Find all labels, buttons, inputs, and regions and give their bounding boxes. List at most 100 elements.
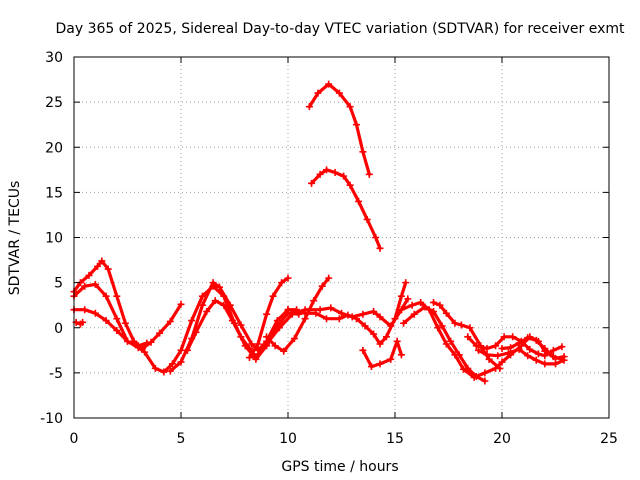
data-point-marker: [376, 360, 384, 368]
data-point-marker: [338, 309, 345, 317]
data-point-marker: [147, 338, 155, 346]
data-point-marker: [397, 292, 405, 300]
data-point-marker: [325, 80, 333, 88]
data-point-marker: [252, 353, 260, 361]
data-point-marker: [361, 322, 369, 330]
series-line: [309, 168, 382, 250]
data-point-marker: [102, 317, 110, 325]
data-point-marker: [209, 279, 217, 287]
data-point-marker: [515, 345, 523, 353]
data-point-marker: [500, 333, 508, 341]
data-point-marker: [237, 333, 245, 341]
data-point-marker: [228, 317, 236, 325]
data-point-marker: [308, 179, 316, 187]
data-point-marker: [166, 317, 174, 325]
data-point-marker: [290, 335, 298, 343]
data-point-marker: [442, 309, 450, 317]
data-point-marker: [177, 300, 185, 308]
data-point-marker: [496, 364, 504, 372]
chart-title: Day 365 of 2025, Sidereal Day-to-day VTE…: [56, 21, 626, 37]
series-sat-l: [397, 298, 568, 381]
data-point-marker: [359, 346, 367, 354]
data-point-marker: [284, 306, 292, 314]
data-point-marker: [442, 340, 450, 348]
data-point-marker: [91, 280, 99, 288]
series-line: [476, 347, 566, 366]
data-point-marker: [430, 308, 438, 316]
data-point-marker: [278, 279, 286, 287]
y-tick-label: 30: [45, 50, 63, 66]
data-point-marker: [541, 345, 549, 353]
data-point-marker: [211, 297, 219, 305]
data-point-marker: [104, 265, 112, 273]
data-point-marker: [382, 333, 390, 341]
data-point-marker: [532, 356, 540, 364]
x-tick-label: 20: [493, 431, 511, 447]
data-point-marker: [81, 306, 89, 314]
series-line: [402, 305, 487, 383]
data-point-marker: [166, 367, 174, 375]
data-point-marker: [434, 324, 442, 332]
data-point-marker: [363, 215, 371, 223]
data-point-marker: [269, 292, 277, 300]
data-point-marker: [400, 319, 408, 327]
data-point-marker: [331, 169, 339, 177]
data-point-marker: [141, 348, 149, 356]
data-point-marker: [352, 315, 360, 323]
data-point-marker: [113, 315, 121, 323]
data-point-marker: [459, 365, 467, 373]
data-point-marker: [263, 310, 271, 318]
data-point-marker: [355, 197, 363, 205]
series-line: [72, 259, 183, 351]
data-point-marker: [323, 315, 331, 323]
data-point-marker: [245, 354, 253, 362]
data-point-marker: [367, 363, 375, 371]
y-tick-label: 5: [54, 276, 63, 292]
data-point-marker: [79, 318, 87, 326]
data-point-marker: [541, 360, 549, 368]
y-axis-label: SDTVAR / TECUs: [7, 181, 23, 296]
data-point-marker: [397, 351, 405, 359]
data-point-marker: [549, 353, 557, 361]
data-point-marker: [393, 337, 401, 345]
data-point-marker: [134, 342, 142, 350]
y-tick-label: 25: [45, 95, 63, 111]
data-point-marker: [188, 317, 196, 325]
data-point-marker: [273, 317, 281, 325]
data-point-marker: [335, 315, 343, 323]
data-point-marker: [481, 377, 489, 385]
data-point-marker: [352, 121, 360, 129]
data-point-marker: [151, 364, 159, 372]
series-sat-j: [308, 166, 384, 252]
data-point-marker: [344, 311, 352, 319]
axis-ticks: 0 5 10 15 20 25 -10 -5 0 5 10 15 20 25 30: [40, 50, 618, 447]
data-point-marker: [81, 282, 89, 290]
data-point-marker: [466, 324, 474, 332]
data-point-marker: [391, 315, 399, 323]
x-tick-label: 15: [386, 431, 404, 447]
data-point-marker: [198, 301, 206, 309]
data-point-marker: [325, 274, 333, 282]
data-point-marker: [310, 297, 318, 305]
data-point-marker: [438, 322, 446, 330]
series-sat-e: [183, 295, 412, 361]
data-point-marker: [410, 310, 418, 318]
series-line: [361, 339, 403, 369]
data-point-marker: [464, 333, 472, 341]
data-point-marker: [417, 298, 425, 306]
data-point-marker: [485, 355, 493, 363]
data-point-marker: [91, 309, 99, 317]
data-point-marker: [226, 301, 234, 309]
data-point-marker: [113, 292, 121, 300]
data-point-marker: [549, 346, 557, 354]
data-point-marker: [316, 306, 324, 314]
data-point-marker: [552, 360, 559, 368]
series-sat-f: [245, 274, 292, 362]
data-point-marker: [316, 170, 324, 178]
data-point-marker: [534, 350, 542, 358]
data-point-marker: [370, 330, 378, 338]
data-point-marker: [421, 303, 429, 311]
data-point-marker: [483, 345, 491, 353]
data-point-marker: [220, 301, 228, 309]
